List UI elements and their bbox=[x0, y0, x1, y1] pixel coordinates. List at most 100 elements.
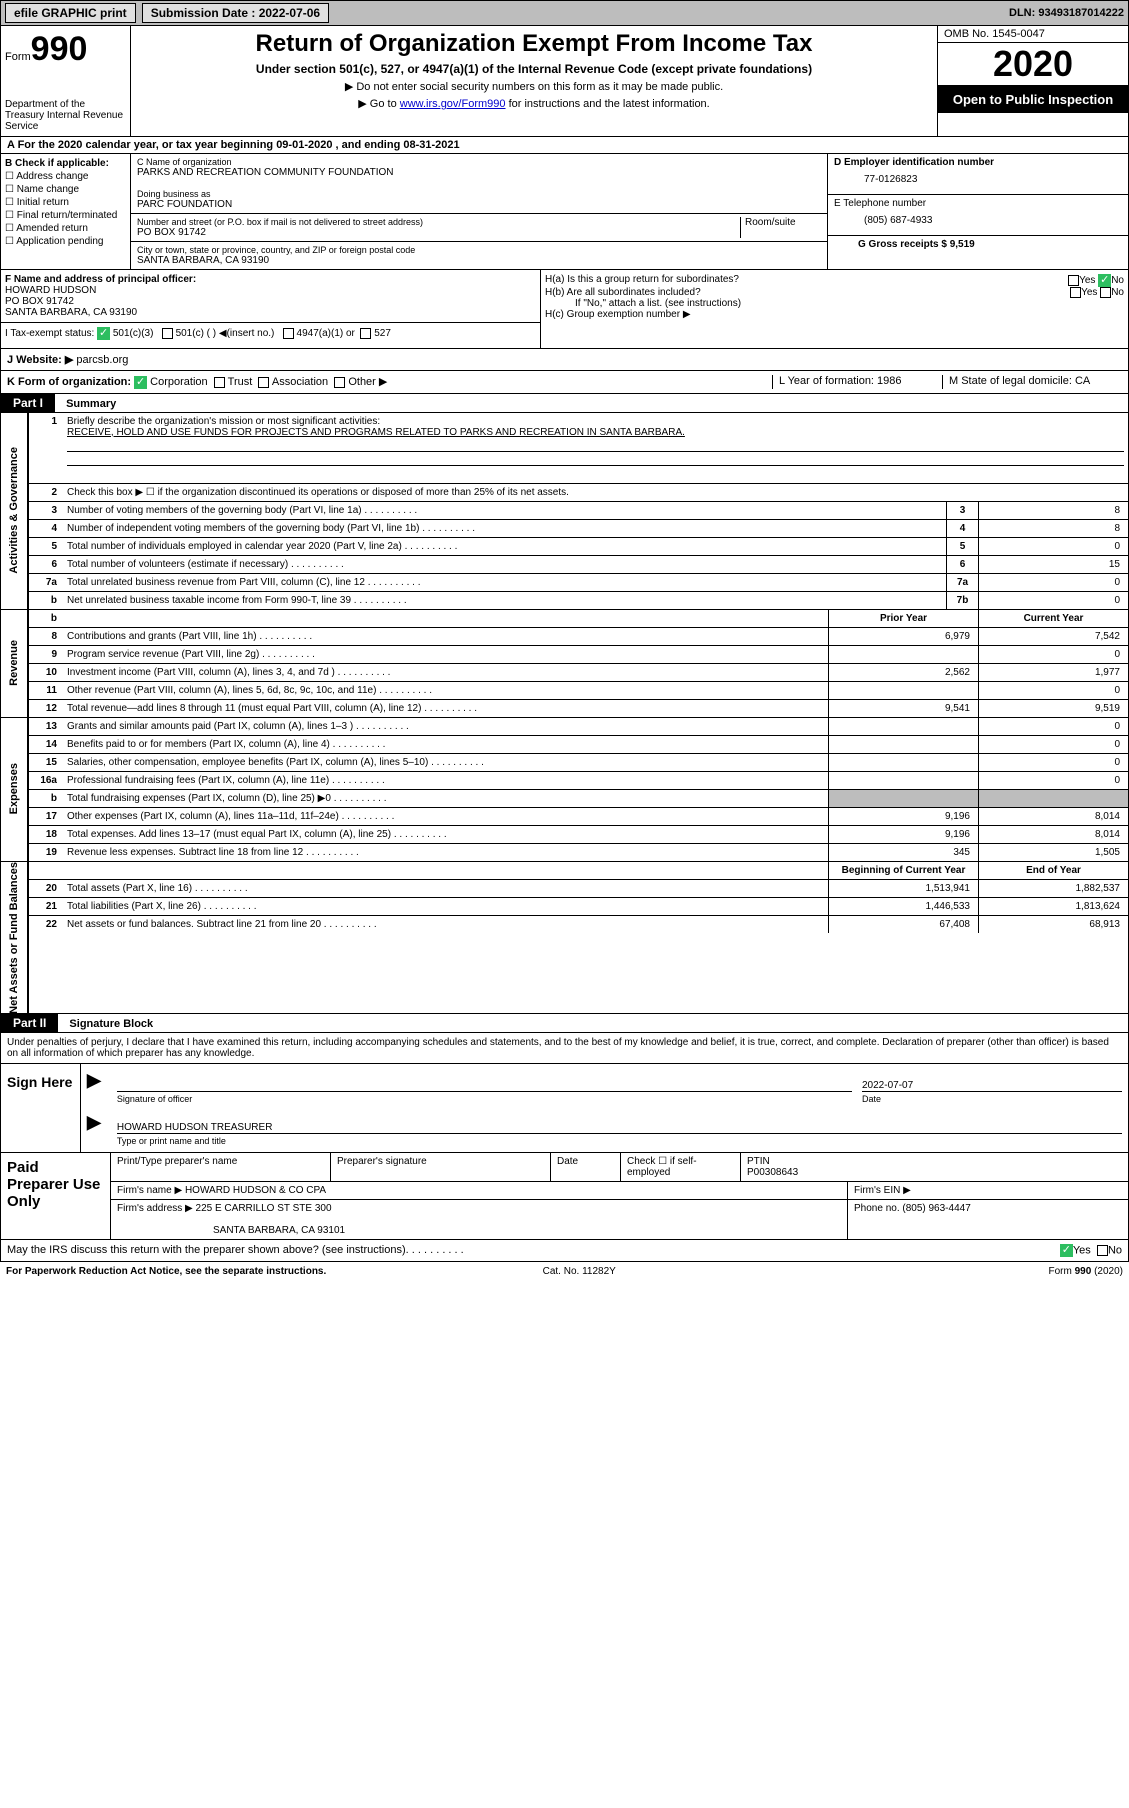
efile-button[interactable]: efile GRAPHIC print bbox=[5, 3, 136, 23]
current-year-value: 68,913 bbox=[978, 916, 1128, 933]
firm-addr-label: Firm's address ▶ bbox=[117, 1203, 193, 1214]
addr-value: PO BOX 91742 bbox=[137, 227, 736, 238]
pt-date-label: Date bbox=[551, 1153, 621, 1181]
line-num: 6 bbox=[29, 556, 63, 573]
check-icon: ✓ bbox=[134, 376, 147, 389]
chk-ha-yes[interactable] bbox=[1068, 275, 1079, 286]
chk-final-return[interactable]: ☐ Final return/terminated bbox=[5, 210, 126, 221]
dba-value: PARC FOUNDATION bbox=[137, 199, 821, 210]
boy-header: Beginning of Current Year bbox=[828, 862, 978, 879]
i-label: I Tax-exempt status: bbox=[5, 328, 94, 339]
firm-name-label: Firm's name ▶ bbox=[117, 1185, 182, 1196]
prior-year-value: 9,196 bbox=[828, 808, 978, 825]
main-title: Return of Organization Exempt From Incom… bbox=[135, 30, 933, 58]
chk-name-change[interactable]: ☐ Name change bbox=[5, 184, 126, 195]
chk-address-change[interactable]: ☐ Address change bbox=[5, 171, 126, 182]
check-icon: ✓ bbox=[1098, 274, 1111, 287]
chk-hb-yes[interactable] bbox=[1070, 287, 1081, 298]
chk-amended-return[interactable]: ☐ Amended return bbox=[5, 223, 126, 234]
sig-officer-label: Signature of officer bbox=[117, 1094, 852, 1104]
form990-link[interactable]: www.irs.gov/Form990 bbox=[400, 98, 506, 110]
line-num: 11 bbox=[29, 682, 63, 699]
ptin-label: PTIN bbox=[747, 1156, 770, 1167]
line-value: 15 bbox=[978, 556, 1128, 573]
addr-label: Number and street (or P.O. box if mail i… bbox=[137, 217, 736, 227]
line-num: 10 bbox=[29, 664, 63, 681]
line-1-text: Briefly describe the organization's miss… bbox=[63, 413, 1128, 483]
line-text: Net unrelated business taxable income fr… bbox=[63, 592, 946, 609]
line-num: 12 bbox=[29, 700, 63, 717]
side-label-revenue: Revenue bbox=[1, 610, 29, 717]
chk-other[interactable] bbox=[334, 377, 345, 388]
b-label: B Check if applicable: bbox=[5, 158, 126, 169]
g-gross-receipts: G Gross receipts $ 9,519 bbox=[828, 236, 1128, 253]
chk-initial-return[interactable]: ☐ Initial return bbox=[5, 197, 126, 208]
e-phone: (805) 687-4933 bbox=[834, 209, 1122, 232]
line-text: Total liabilities (Part X, line 26) bbox=[63, 898, 828, 915]
line-num: 7a bbox=[29, 574, 63, 591]
prior-year-value bbox=[828, 718, 978, 735]
sign-here-label: Sign Here bbox=[1, 1064, 81, 1152]
mission-text: RECEIVE, HOLD AND USE FUNDS FOR PROJECTS… bbox=[67, 427, 685, 438]
current-year-header: Current Year bbox=[978, 610, 1128, 627]
chk-assoc[interactable] bbox=[258, 377, 269, 388]
line-text: Net assets or fund balances. Subtract li… bbox=[63, 916, 828, 933]
open-to-public: Open to Public Inspection bbox=[938, 86, 1128, 113]
chk-application-pending[interactable]: ☐ Application pending bbox=[5, 236, 126, 247]
prior-year-value bbox=[828, 772, 978, 789]
check-icon: ✓ bbox=[1060, 1244, 1073, 1257]
line-value: 0 bbox=[978, 592, 1128, 609]
line-num: 9 bbox=[29, 646, 63, 663]
chk-hb-no[interactable] bbox=[1100, 287, 1111, 298]
subtitle: Under section 501(c), 527, or 4947(a)(1)… bbox=[135, 62, 933, 76]
d-label: D Employer identification number bbox=[834, 157, 1122, 168]
sig-date: 2022-07-07 bbox=[862, 1080, 913, 1091]
line-text: Other expenses (Part IX, column (A), lin… bbox=[63, 808, 828, 825]
part2-badge: Part II bbox=[1, 1014, 58, 1032]
f-label: F Name and address of principal officer: bbox=[5, 274, 536, 285]
expenses-section: Expenses 13Grants and similar amounts pa… bbox=[0, 718, 1129, 862]
line-text: Program service revenue (Part VIII, line… bbox=[63, 646, 828, 663]
prior-year-value: 9,541 bbox=[828, 700, 978, 717]
line-num: 3 bbox=[29, 502, 63, 519]
hc-label: H(c) Group exemption number ▶ bbox=[545, 309, 1124, 320]
line-num: b bbox=[29, 610, 63, 627]
line-num: 1 bbox=[29, 413, 63, 483]
line-num: 18 bbox=[29, 826, 63, 843]
line-text: Benefits paid to or for members (Part IX… bbox=[63, 736, 828, 753]
m-state: M State of legal domicile: CA bbox=[942, 375, 1122, 389]
chk-trust[interactable] bbox=[214, 377, 225, 388]
arrow-icon: ▶ bbox=[87, 1112, 101, 1146]
instr2-pre: ▶ Go to bbox=[358, 98, 399, 110]
hb-label: H(b) Are all subordinates included? bbox=[545, 287, 1070, 298]
ha-label: H(a) Is this a group return for subordin… bbox=[545, 274, 1068, 287]
form-number: 990 bbox=[31, 30, 88, 68]
line-num: 4 bbox=[29, 520, 63, 537]
line-a: A For the 2020 calendar year, or tax yea… bbox=[0, 137, 1129, 154]
line-num: 22 bbox=[29, 916, 63, 933]
current-year-value: 1,505 bbox=[978, 844, 1128, 861]
may-irs-text: May the IRS discuss this return with the… bbox=[7, 1244, 406, 1257]
current-year-value: 8,014 bbox=[978, 826, 1128, 843]
chk-527[interactable] bbox=[360, 328, 371, 339]
line-value: 8 bbox=[978, 520, 1128, 537]
eoy-header: End of Year bbox=[978, 862, 1128, 879]
column-b: B Check if applicable: ☐ Address change … bbox=[1, 154, 131, 269]
k-other: Other ▶ bbox=[348, 376, 387, 388]
submission-date-button[interactable]: Submission Date : 2022-07-06 bbox=[142, 3, 329, 23]
line-num: 21 bbox=[29, 898, 63, 915]
i-4947-label: 4947(a)(1) or bbox=[297, 328, 355, 339]
line-text: Professional fundraising fees (Part IX, … bbox=[63, 772, 828, 789]
chk-4947[interactable] bbox=[283, 328, 294, 339]
firm-addr: 225 E CARRILLO ST STE 300 bbox=[196, 1203, 332, 1214]
dba-label: Doing business as bbox=[137, 189, 821, 199]
chk-501c[interactable] bbox=[162, 328, 173, 339]
current-year-value: 8,014 bbox=[978, 808, 1128, 825]
current-year-value: 0 bbox=[978, 754, 1128, 771]
chk-irs-no[interactable] bbox=[1097, 1245, 1108, 1256]
instruction-2: ▶ Go to www.irs.gov/Form990 for instruct… bbox=[135, 97, 933, 110]
check-icon: ✓ bbox=[97, 327, 110, 340]
line-num: 15 bbox=[29, 754, 63, 771]
current-year-value: 0 bbox=[978, 772, 1128, 789]
i-501c-label: 501(c) ( ) ◀(insert no.) bbox=[176, 328, 275, 339]
